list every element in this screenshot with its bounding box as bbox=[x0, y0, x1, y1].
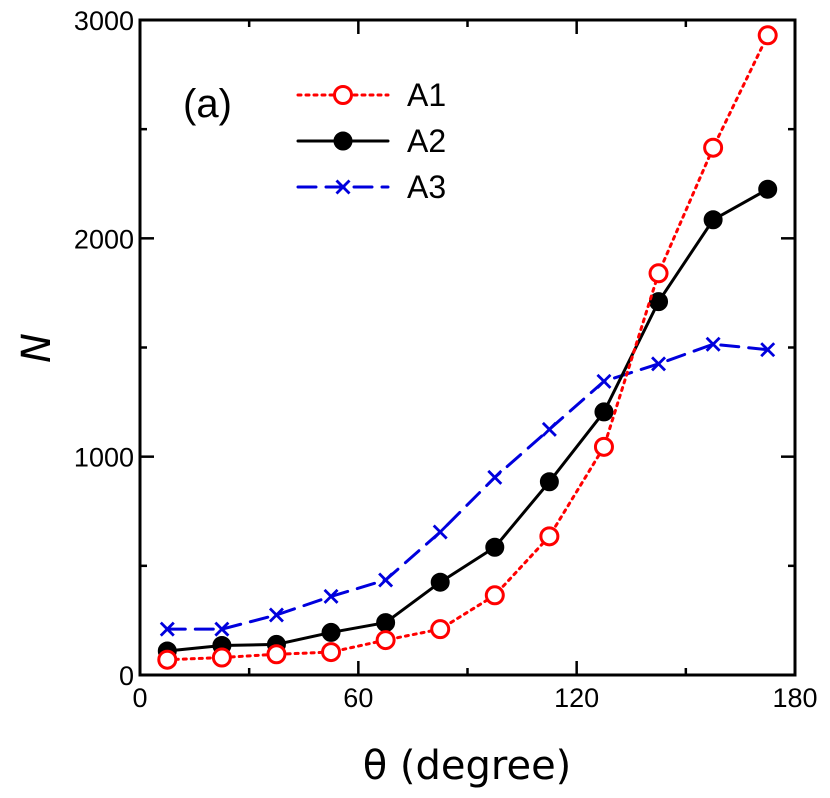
x-marker-stroke bbox=[651, 356, 667, 372]
y-tick-label: 2000 bbox=[74, 224, 134, 254]
legend-item-a1: A1 bbox=[296, 77, 446, 113]
data-point-a3 bbox=[705, 336, 721, 352]
data-point-a1 bbox=[375, 630, 396, 651]
legend: A1 A2 A3 bbox=[296, 77, 446, 205]
legend-label: A1 bbox=[407, 77, 446, 113]
legend-label: A3 bbox=[407, 169, 446, 205]
data-point-a3 bbox=[159, 621, 175, 637]
x-marker-stroke bbox=[541, 421, 557, 437]
legend-marker bbox=[333, 131, 353, 151]
x-marker-stroke bbox=[378, 572, 394, 588]
x-marker-stroke bbox=[596, 373, 612, 389]
data-point-a1 bbox=[157, 649, 178, 670]
y-tick-label: 3000 bbox=[74, 6, 134, 36]
tick-labels: 0 60 120 180 0 1000 2000 3000 bbox=[74, 6, 818, 713]
data-point-a3 bbox=[323, 588, 339, 604]
data-point-a3 bbox=[268, 607, 284, 623]
data-point-a1 bbox=[321, 642, 342, 663]
plot-frame bbox=[138, 18, 797, 677]
legend-marker bbox=[335, 179, 351, 195]
data-point-a2 bbox=[539, 472, 559, 492]
data-point-a1 bbox=[266, 644, 287, 665]
data-point-a3 bbox=[214, 621, 230, 637]
data-point-a1 bbox=[648, 263, 669, 284]
legend-marker bbox=[333, 85, 353, 105]
x-marker-stroke bbox=[214, 621, 230, 637]
x-tick-label: 0 bbox=[132, 683, 147, 713]
data-point-a3 bbox=[487, 469, 503, 485]
x-tick-label: 180 bbox=[772, 683, 817, 713]
series-layer bbox=[157, 25, 778, 670]
x-marker-stroke bbox=[705, 336, 721, 352]
x-marker-stroke bbox=[323, 588, 339, 604]
data-point-a3 bbox=[596, 373, 612, 389]
legend-label: A2 bbox=[407, 123, 446, 159]
data-point-a1 bbox=[593, 436, 614, 457]
data-point-a1 bbox=[703, 137, 724, 158]
data-point-a2 bbox=[649, 292, 669, 312]
x-marker-stroke bbox=[432, 524, 448, 540]
x-marker-stroke bbox=[268, 607, 284, 623]
data-point-a2 bbox=[485, 537, 505, 557]
x-tick-label: 60 bbox=[343, 683, 373, 713]
axis-ticks bbox=[138, 18, 797, 677]
y-axis-label: N bbox=[14, 333, 60, 363]
data-point-a3 bbox=[651, 356, 667, 372]
y-tick-label: 0 bbox=[119, 661, 134, 691]
series-line-a3 bbox=[165, 342, 770, 631]
data-point-a2 bbox=[376, 613, 396, 633]
x-marker-stroke bbox=[487, 469, 503, 485]
series-a3 bbox=[159, 336, 776, 637]
legend-item-a2: A2 bbox=[296, 123, 446, 159]
data-point-a2 bbox=[703, 210, 723, 230]
x-marker-stroke bbox=[760, 342, 776, 358]
data-point-a2 bbox=[758, 179, 778, 199]
data-point-a1 bbox=[484, 585, 505, 606]
y-tick-label: 1000 bbox=[74, 443, 134, 473]
panel-label: (a) bbox=[183, 82, 232, 126]
data-point-a2 bbox=[321, 622, 341, 642]
x-marker-stroke bbox=[159, 621, 175, 637]
data-point-a2 bbox=[430, 572, 450, 592]
data-point-a1 bbox=[430, 619, 451, 640]
data-point-a2 bbox=[594, 402, 614, 422]
data-point-a1 bbox=[757, 25, 778, 46]
legend-item-a3: A3 bbox=[296, 169, 446, 205]
data-point-a3 bbox=[432, 524, 448, 540]
data-point-a3 bbox=[378, 572, 394, 588]
data-point-a1 bbox=[211, 647, 232, 668]
data-point-a3 bbox=[760, 342, 776, 358]
series-a2 bbox=[157, 179, 778, 661]
data-point-a1 bbox=[539, 526, 560, 547]
data-point-a3 bbox=[541, 421, 557, 437]
series-a1 bbox=[157, 25, 778, 670]
x-axis-label: θ (degree) bbox=[363, 743, 572, 789]
series-line-a2 bbox=[165, 187, 770, 653]
x-marker-stroke bbox=[335, 179, 351, 195]
x-tick-label: 120 bbox=[554, 683, 599, 713]
